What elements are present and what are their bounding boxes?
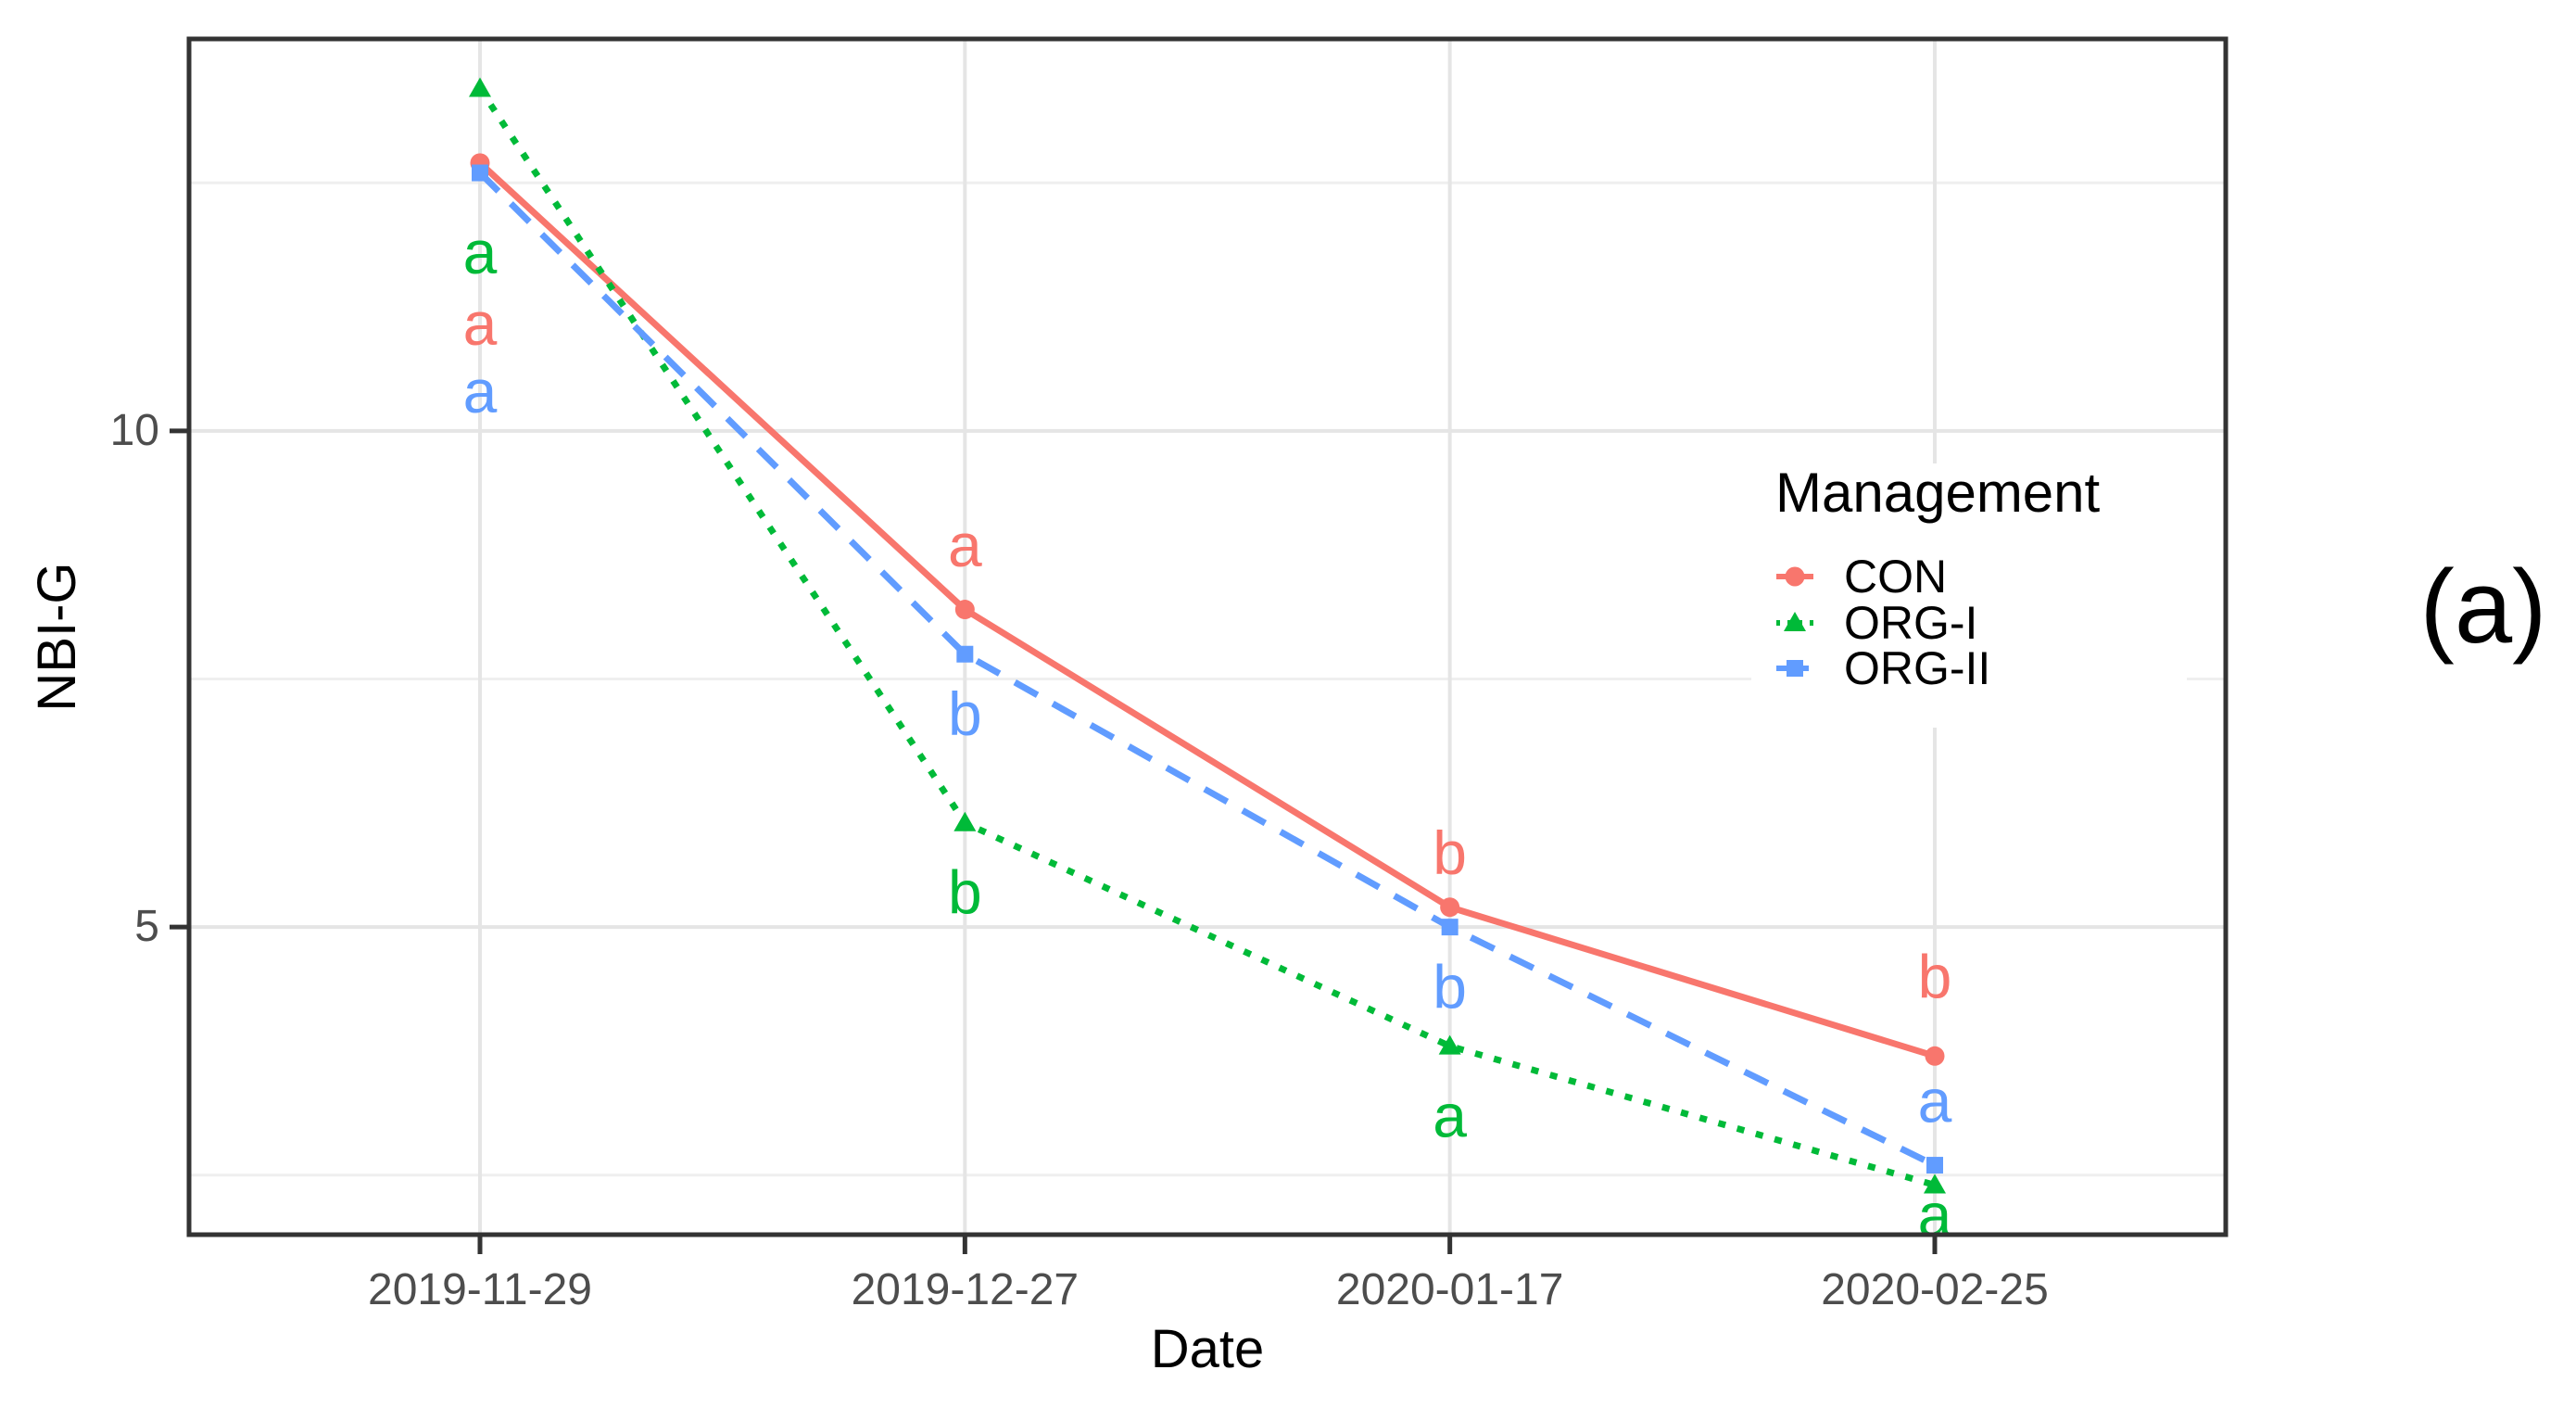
- sig-letter-CON-1: a: [948, 511, 982, 579]
- legend-key-square-icon: [1776, 660, 1813, 677]
- legend-key-marker-triangle: [1784, 611, 1806, 631]
- series-line-CON: [477, 160, 1937, 1059]
- sig-letter-ORG-I-2: a: [1433, 1082, 1467, 1150]
- sig-letter-ORG-II-2: b: [1433, 952, 1467, 1021]
- legend-item-ORG-I: ORG-I: [1751, 600, 1977, 646]
- marker-CON-2: [1440, 897, 1460, 918]
- legend-title: Management: [1775, 462, 2101, 524]
- y-axis-title: NBI-G: [27, 562, 87, 712]
- x-axis-title: Date: [1150, 1319, 1265, 1379]
- x-axis-tick-label-2020-02-25: 2020-02-25: [1821, 1265, 2049, 1314]
- legend: Management CON ORG-I ORG-II: [1751, 463, 2187, 728]
- marker-ORG-II-0: [472, 164, 488, 182]
- legend-key-marker-square: [1787, 660, 1803, 677]
- marker-CON-3: [1925, 1046, 1945, 1066]
- sig-letter-CON-2: b: [1433, 818, 1467, 887]
- sig-letter-ORG-II-0: a: [463, 357, 498, 425]
- x-axis-tick-label-2019-11-29: 2019-11-29: [368, 1265, 592, 1314]
- legend-key-circle-icon: [1776, 566, 1813, 587]
- x-axis-tick-label-2019-12-27: 2019-12-27: [851, 1265, 1080, 1314]
- panel-border: [186, 36, 2229, 1237]
- sig-letter-ORG-I-1: b: [948, 858, 982, 927]
- legend-item-label: ORG-II: [1844, 642, 1991, 694]
- marker-ORG-I-1: [953, 811, 977, 831]
- legend-item-label: ORG-I: [1844, 596, 1978, 649]
- marker-ORG-II-2: [1441, 919, 1458, 936]
- sig-letter-CON-3: b: [1918, 943, 1952, 1011]
- marker-ORG-I-0: [469, 77, 491, 97]
- sig-letter-CON-0: a: [463, 289, 498, 358]
- y-axis-tick-label-10: 10: [109, 405, 159, 455]
- marker-ORG-I-2: [1438, 1034, 1461, 1055]
- panel-label: (a): [2419, 549, 2547, 665]
- legend-key-triangle-icon: [1776, 611, 1813, 631]
- marker-ORG-I-3: [1924, 1173, 1946, 1194]
- legend-item-ORG-II: ORG-II: [1751, 645, 1990, 691]
- marker-ORG-II-1: [956, 645, 974, 663]
- series-line-ORG-I: [477, 86, 1936, 1188]
- sig-letter-ORG-II-3: a: [1918, 1066, 1952, 1135]
- sig-letter-ORG-I-0: a: [463, 218, 498, 286]
- y-axis-tick-label-5: 5: [134, 902, 159, 952]
- legend-key-marker-circle: [1785, 566, 1805, 587]
- series-line-ORG-II: [477, 171, 1937, 1169]
- marker-ORG-II-3: [1926, 1157, 1943, 1174]
- sig-letter-ORG-II-1: b: [948, 679, 982, 748]
- legend-item-label: CON: [1844, 551, 1948, 603]
- legend-item-CON: CON: [1751, 553, 1947, 600]
- marker-CON-1: [954, 600, 975, 620]
- x-axis-tick-label-2020-01-17: 2020-01-17: [1335, 1265, 1564, 1314]
